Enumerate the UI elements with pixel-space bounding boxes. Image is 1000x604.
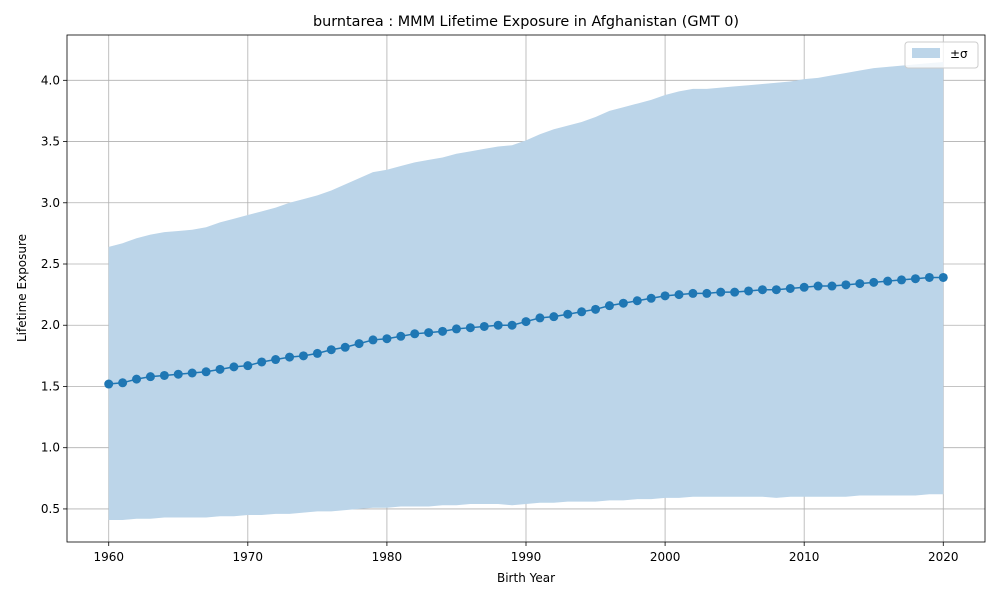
data-point (674, 290, 684, 300)
data-point (869, 277, 879, 287)
y-tick-label: 0.5 (41, 502, 60, 516)
data-point (646, 293, 656, 303)
data-point (799, 282, 809, 292)
data-point (118, 378, 128, 388)
data-point (785, 284, 795, 293)
y-axis-label: Lifetime Exposure (15, 234, 29, 342)
data-point (521, 317, 531, 327)
y-tick-label: 4.0 (41, 73, 60, 87)
data-point (688, 288, 698, 298)
data-point (563, 309, 573, 319)
legend-label-sigma: ±σ (950, 47, 968, 61)
data-point (702, 288, 712, 298)
x-tick-label: 1990 (511, 550, 542, 564)
data-point (340, 342, 350, 352)
y-tick-label: 2.5 (41, 257, 60, 271)
y-tick-label: 3.0 (41, 196, 60, 210)
data-point (591, 304, 601, 314)
data-point (132, 374, 142, 384)
data-point (271, 355, 281, 365)
data-point (410, 329, 420, 339)
data-point (354, 339, 364, 349)
x-axis-label: Birth Year (497, 571, 555, 585)
data-point (201, 367, 211, 377)
x-tick-label: 1960 (93, 550, 124, 564)
data-point (577, 307, 587, 317)
data-point (145, 372, 155, 382)
data-point (855, 279, 865, 289)
x-tick-label: 2000 (650, 550, 681, 564)
data-point (910, 274, 920, 284)
data-point (883, 276, 893, 286)
data-point (312, 348, 322, 358)
sigma-band (108, 61, 944, 520)
y-tick-label: 1.0 (41, 441, 60, 455)
data-point (382, 334, 392, 344)
data-point (257, 357, 267, 367)
legend: ±σ (904, 41, 979, 69)
legend-swatch-band (912, 48, 940, 58)
chart-title: burntarea : MMM Lifetime Exposure in Afg… (313, 14, 739, 30)
data-point (424, 328, 434, 338)
data-point (660, 291, 670, 301)
data-point (326, 345, 336, 355)
data-point (549, 312, 559, 322)
x-tick-label: 1970 (233, 550, 264, 564)
y-tick-label: 1.5 (41, 379, 60, 393)
data-point (396, 331, 406, 341)
data-point (535, 313, 545, 323)
data-point (368, 335, 378, 345)
data-point (730, 287, 740, 297)
data-point (618, 298, 628, 308)
data-point (285, 352, 295, 362)
x-tick-label: 1980 (372, 550, 403, 564)
data-points-layer (104, 272, 948, 389)
data-point (187, 368, 197, 378)
data-point (632, 296, 642, 306)
data-point (744, 286, 754, 296)
data-point (159, 370, 169, 380)
data-point (938, 272, 948, 282)
data-point (243, 361, 253, 371)
data-point (771, 285, 781, 295)
data-point (507, 320, 517, 330)
data-point (215, 364, 225, 374)
sigma-band-layer (108, 61, 944, 520)
data-point (813, 281, 823, 291)
data-point (229, 362, 239, 372)
data-point (757, 285, 767, 295)
data-point (841, 280, 851, 290)
data-point (924, 272, 934, 282)
data-point (173, 369, 183, 379)
data-point (438, 326, 448, 336)
y-tick-label: 2.0 (41, 318, 60, 332)
y-axis-ticks: 0.5 1.0 1.5 2.0 2.5 3.0 3.5 4.0 (41, 73, 67, 516)
y-tick-label: 3.5 (41, 135, 60, 149)
data-point (465, 323, 475, 333)
data-point (604, 301, 614, 311)
data-point (897, 275, 907, 285)
data-point (451, 324, 461, 334)
x-tick-label: 2010 (789, 550, 820, 564)
data-point (298, 351, 308, 361)
data-point (104, 379, 114, 389)
data-point (479, 321, 489, 331)
x-tick-label: 2020 (928, 550, 959, 564)
data-point (827, 281, 837, 291)
x-axis-ticks: 1960 1970 1980 1990 2000 2010 2020 (93, 542, 959, 564)
data-point (493, 320, 503, 330)
data-point (716, 287, 726, 297)
